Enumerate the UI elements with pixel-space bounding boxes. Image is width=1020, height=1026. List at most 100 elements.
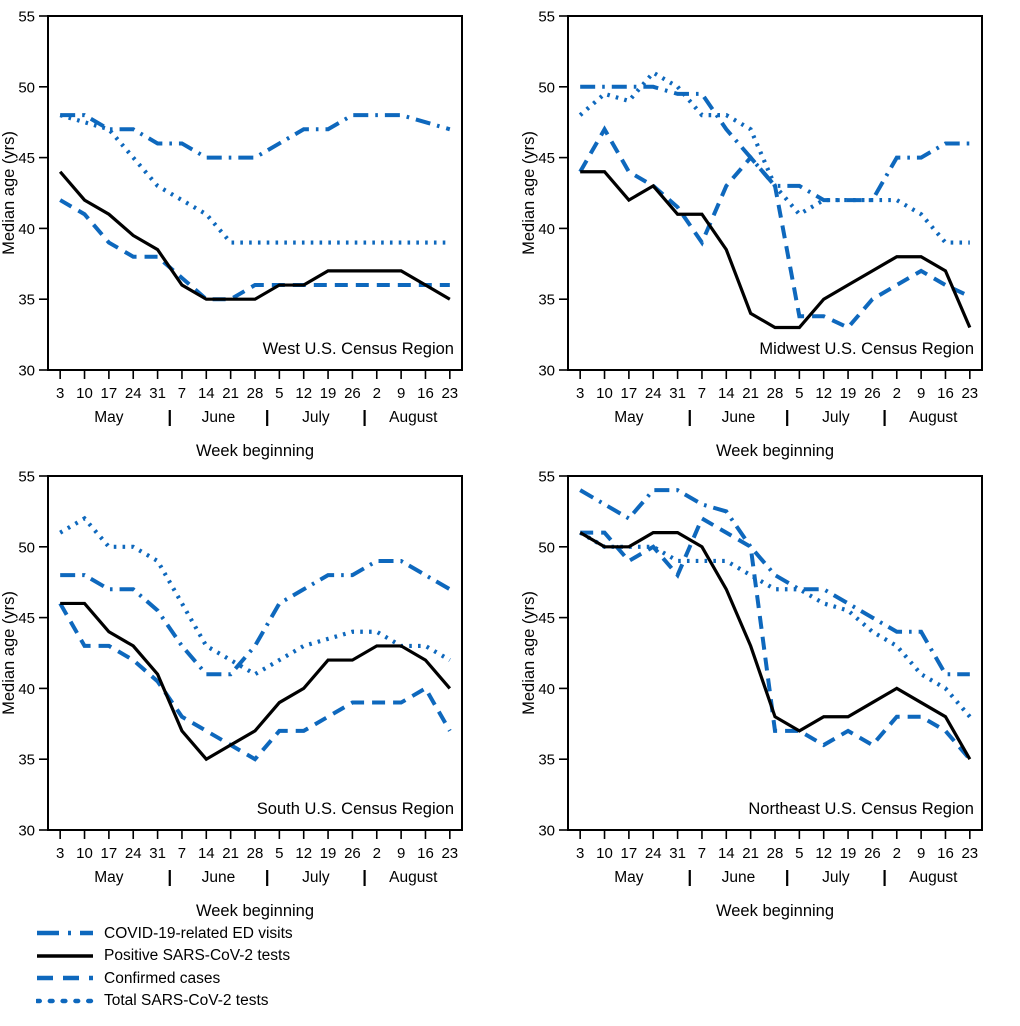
legend-label: Positive SARS-CoV-2 tests (104, 947, 291, 964)
legend-swatch-dash-dot (37, 931, 93, 936)
x-tick-label: 31 (669, 385, 686, 402)
y-tick-label: 50 (18, 79, 35, 96)
series-group (578, 69, 972, 330)
x-tick-label: 10 (596, 385, 613, 402)
y-tick-label: 45 (538, 610, 555, 627)
month-label: August (909, 409, 958, 426)
y-tick-label: 35 (18, 292, 35, 309)
x-tick-label: 2 (893, 845, 901, 862)
x-tick-label: 23 (961, 385, 978, 402)
month-axis: May June July August (614, 409, 958, 426)
x-tick-label: 3 (56, 845, 64, 862)
x-tick-label: 12 (295, 385, 312, 402)
series-group (58, 515, 452, 762)
month-label: August (909, 869, 958, 886)
x-tick-label: 12 (815, 845, 832, 862)
x-tick-label: 14 (718, 845, 735, 862)
month-label: August (389, 409, 438, 426)
chart-panel-1: 30 35 40 45 50 55 3 10 17 24 31 7 14 21 28 5 12 19 26 2 9 16 2… (0, 9, 463, 460)
x-axis-title: Week beginning (196, 442, 314, 460)
x-tick-label: 10 (76, 385, 93, 402)
x-tick-label: 14 (718, 385, 735, 402)
x-tick-label: 7 (178, 845, 186, 862)
legend-swatch-dashed (37, 976, 93, 981)
y-tick-label: 50 (538, 539, 555, 556)
month-label: July (302, 869, 330, 886)
y-tick-label: 35 (538, 292, 555, 309)
series-line-solid (580, 170, 972, 330)
x-tick-label: 2 (893, 385, 901, 402)
x-tick-label: 7 (178, 385, 186, 402)
y-axis-title: Median age (yrs) (520, 131, 538, 255)
x-tick-label: 26 (344, 385, 361, 402)
month-label: June (202, 869, 236, 886)
region-panel: 30 35 40 45 50 55 3 10 17 24 31 7 14 21 28 5 12 19 26 2 9 16 2… (520, 0, 1000, 460)
x-tick-label: 17 (621, 385, 638, 402)
chart-panel-4: 30 35 40 45 50 55 3 10 17 24 31 7 14 21 28 5 12 19 26 2 9 16 2… (520, 469, 983, 920)
x-tick-label: 3 (576, 385, 584, 402)
month-axis: May June July August (614, 869, 958, 886)
series-group (58, 113, 451, 302)
x-tick-label: 16 (937, 845, 954, 862)
plot-frame (47, 15, 463, 371)
month-label: June (722, 869, 756, 886)
legend-item: Positive SARS-CoV-2 tests (36, 945, 456, 968)
series-line-dashed (578, 125, 971, 330)
series-line-solid (60, 601, 452, 762)
y-tick-label: 45 (18, 610, 35, 627)
x-tick-label: 17 (621, 845, 638, 862)
x-tick-label: 19 (840, 385, 857, 402)
x-tick-label: 31 (149, 845, 166, 862)
x-tick-label: 28 (247, 385, 264, 402)
legend-label: Confirmed cases (104, 969, 221, 987)
panel-title: West U.S. Census Region (263, 340, 454, 358)
x-tick-label: 14 (198, 385, 215, 402)
x-tick-label: 7 (698, 385, 706, 402)
x-axis-title: Week beginning (716, 442, 834, 460)
x-tick-label: 5 (275, 845, 283, 862)
y-tick-label: 55 (538, 9, 555, 26)
x-tick-label: 2 (373, 845, 381, 862)
x-tick-label: 31 (149, 385, 166, 402)
y-axis: 30 35 40 45 50 55 (18, 469, 48, 840)
legend-swatch-solid (37, 953, 93, 958)
region-panel: 30 35 40 45 50 55 3 10 17 24 31 7 14 21 28 5 12 19 26 2 9 16 2… (0, 460, 480, 920)
y-tick-label: 40 (538, 681, 555, 698)
y-tick-label: 35 (538, 752, 555, 769)
x-tick-label: 24 (125, 845, 142, 862)
month-label: June (722, 409, 756, 426)
panel-title: South U.S. Census Region (257, 800, 454, 818)
series-line-dash-dot (579, 488, 970, 677)
x-tick-label: 16 (417, 385, 434, 402)
region-panel: 30 35 40 45 50 55 3 10 17 24 31 7 14 21 28 5 12 19 26 2 9 16 2… (520, 460, 1000, 920)
chart-panel-3: 30 35 40 45 50 55 3 10 17 24 31 7 14 21 28 5 12 19 26 2 9 16 2… (0, 469, 463, 920)
x-tick-label: 16 (937, 385, 954, 402)
x-axis: 3 10 17 24 31 7 14 21 28 5 12 19 26 2 9 16 23 (56, 370, 458, 402)
series-line-dashed (580, 515, 972, 761)
x-tick-label: 23 (441, 845, 458, 862)
plot-frame (47, 475, 463, 831)
series-line-dotted (579, 530, 972, 719)
y-axis-title: Median age (yrs) (0, 131, 18, 255)
x-tick-label: 17 (101, 385, 118, 402)
x-tick-label: 23 (441, 385, 458, 402)
x-tick-label: 19 (320, 385, 337, 402)
series-line-dashed (58, 602, 452, 762)
series-line-solid (58, 170, 451, 301)
legend-label: Total SARS-CoV-2 tests (104, 992, 269, 1009)
x-tick-label: 12 (815, 385, 832, 402)
y-axis: 30 35 40 45 50 55 (538, 9, 568, 380)
month-label: July (302, 409, 330, 426)
y-tick-label: 30 (538, 363, 555, 380)
series-line-dash-dot (60, 113, 451, 160)
x-tick-label: 9 (917, 385, 925, 402)
x-tick-label: 26 (864, 845, 881, 862)
y-tick-label: 35 (18, 752, 35, 769)
x-axis-title: Week beginning (196, 902, 314, 920)
x-tick-label: 19 (320, 845, 337, 862)
month-label: May (614, 409, 644, 426)
x-axis: 3 10 17 24 31 7 14 21 28 5 12 19 26 2 9 16 23 (576, 370, 978, 402)
x-tick-label: 14 (198, 845, 215, 862)
chart-panel-2: 30 35 40 45 50 55 3 10 17 24 31 7 14 21 28 5 12 19 26 2 9 16 2… (520, 9, 983, 460)
y-tick-label: 30 (538, 823, 555, 840)
